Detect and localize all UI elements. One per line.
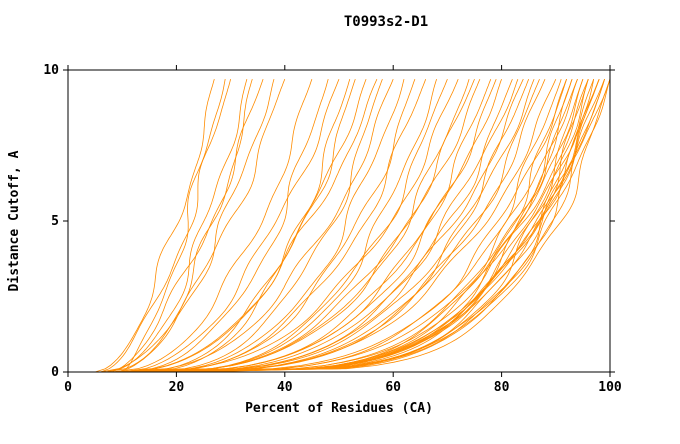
model-curve — [105, 78, 253, 373]
model-curve — [165, 78, 589, 373]
model-curve — [132, 78, 437, 373]
model-curve — [154, 78, 519, 373]
model-curve — [116, 78, 459, 373]
model-curve — [122, 78, 605, 373]
model-curve — [122, 78, 589, 373]
model-curve — [122, 78, 530, 373]
x-tick-label: 80 — [494, 380, 510, 395]
y-axis-label: Distance Cutoff, A — [7, 150, 22, 291]
model-curve — [122, 78, 567, 373]
y-tick-label: 5 — [51, 214, 59, 229]
model-curve — [127, 78, 589, 373]
model-curve — [111, 78, 557, 373]
model-curve — [138, 78, 584, 373]
model-curve — [127, 78, 416, 373]
y-tick-label: 10 — [43, 63, 59, 78]
model-curve — [132, 78, 611, 373]
x-tick-label: 0 — [64, 380, 72, 395]
model-curve — [111, 78, 313, 373]
x-tick-label: 100 — [598, 380, 622, 395]
model-curve — [127, 78, 492, 373]
model-curve — [121, 79, 226, 373]
model-curve — [116, 78, 578, 373]
x-axis-label: Percent of Residues (CA) — [245, 401, 433, 416]
model-curve — [122, 78, 394, 373]
model-curve — [132, 78, 481, 373]
model-curve — [105, 78, 248, 373]
model-curve — [138, 78, 546, 373]
chart-title: T0993s2-D1 — [344, 14, 428, 30]
model-curve — [160, 78, 567, 373]
model-curve — [127, 78, 600, 373]
model-curve — [203, 78, 611, 373]
model-curve — [122, 78, 378, 373]
x-tick-label: 60 — [385, 380, 401, 395]
model-curve — [127, 78, 540, 373]
model-curve — [116, 78, 329, 373]
y-tick-label: 0 — [51, 365, 59, 380]
model-curve — [116, 78, 286, 373]
model-curve — [138, 78, 356, 373]
model-curve — [176, 78, 600, 373]
model-curve — [116, 78, 611, 373]
model-curve — [143, 78, 427, 373]
model-curve — [100, 78, 275, 373]
x-tick-label: 20 — [169, 380, 185, 395]
model-curve — [149, 78, 448, 373]
model-curve — [132, 78, 584, 373]
model-curves — [94, 78, 611, 373]
model-curve — [122, 78, 340, 373]
model-curve — [111, 78, 264, 373]
model-curve — [132, 78, 573, 373]
model-curve — [100, 79, 231, 373]
model-curve — [94, 78, 215, 373]
model-curve — [116, 78, 367, 373]
model-curve — [132, 78, 383, 373]
model-curve — [149, 78, 535, 373]
model-curve — [132, 78, 513, 373]
model-curve — [138, 79, 405, 373]
x-tick-label: 40 — [277, 380, 293, 395]
model-curve — [143, 78, 524, 373]
axes: 0 20 40 60 80 100 0 5 10 — [43, 63, 622, 395]
model-curve — [111, 78, 605, 373]
model-curve — [132, 78, 497, 373]
model-curve — [143, 78, 475, 373]
model-curve — [122, 78, 470, 373]
